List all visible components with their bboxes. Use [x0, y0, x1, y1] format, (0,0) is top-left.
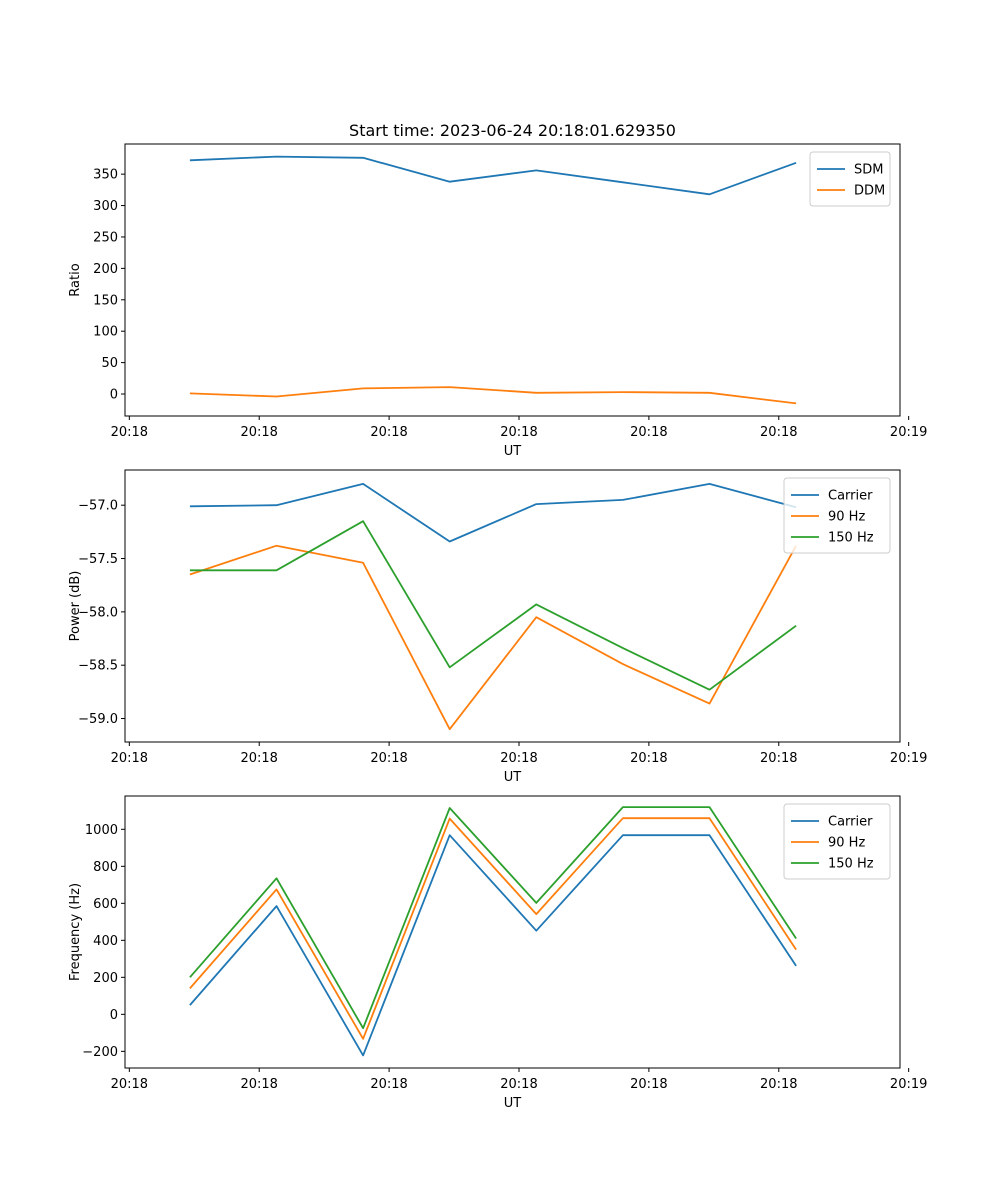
ratio-x-tick-label: 20:18 [370, 425, 407, 440]
power-x-axis-label: UT [504, 770, 522, 785]
ratio-y-tick-label: 150 [93, 293, 118, 308]
frequency-x-tick-label: 20:19 [890, 1077, 927, 1092]
power-x-tick-label: 20:18 [760, 751, 797, 766]
frequency-y-tick-label: 0 [110, 1008, 118, 1023]
ratio-y-tick-label: 100 [93, 325, 118, 340]
ratio-x-tick-label: 20:19 [890, 425, 927, 440]
frequency-axes-frame [124, 795, 901, 1069]
frequency-panel: 20:18 20:18 20:18 20:18 20:18 20:18 20:19 −200 0… [68, 795, 927, 1111]
power-x-tick-label: 20:18 [500, 751, 537, 766]
power-y-tick-label: −58.0 [78, 605, 118, 620]
ratio-x-tick-label: 20:18 [500, 425, 537, 440]
ratio-legend: SDM DDM [809, 151, 891, 207]
power-y-tick-label: −57.0 [78, 499, 118, 514]
power-legend-label-carrier: Carrier [828, 489, 873, 504]
frequency-y-axis-label: Frequency (Hz) [68, 883, 83, 981]
frequency-legend-label-carrier: Carrier [828, 815, 873, 830]
power-legend-box [783, 477, 891, 554]
ratio-x-axis-label: UT [504, 444, 522, 459]
chart-title: Start time: 2023-06-24 20:18:01.629350 [349, 121, 676, 140]
power-legend-label-150-hz: 150 Hz [828, 531, 874, 546]
frequency-legend-label-90-hz: 90 Hz [828, 836, 865, 851]
ratio-x-tick-label: 20:18 [111, 425, 148, 440]
ratio-y-tick-label: 50 [101, 356, 118, 371]
ratio-legend-box [809, 151, 891, 207]
power-y-tick-label: −59.0 [78, 712, 118, 727]
ratio-series-ddm-line [189, 386, 797, 405]
frequency-x-tick-label: 20:18 [630, 1077, 667, 1092]
power-legend: Carrier 90 Hz 150 Hz [783, 477, 891, 554]
power-series-carrier-line [189, 482, 797, 543]
ratio-x-tick-label: 20:18 [760, 425, 797, 440]
frequency-y-tick-label: 400 [93, 934, 118, 949]
power-x-tick-label: 20:18 [630, 751, 667, 766]
power-y-tick-label: −57.5 [78, 552, 118, 567]
power-y-axis-label: Power (dB) [68, 571, 83, 642]
frequency-series-90-hz-line [189, 817, 797, 1040]
ratio-panel: 20:18 20:18 20:18 20:18 20:18 20:18 20:19 0 50 10… [68, 143, 927, 459]
power-x-tick-label: 20:18 [111, 751, 148, 766]
frequency-y-tick-label: 200 [93, 971, 118, 986]
power-series-90-hz-line [189, 544, 797, 731]
power-axes-frame [124, 469, 901, 743]
frequency-y-tick-label: −200 [82, 1045, 118, 1060]
frequency-legend: Carrier 90 Hz 150 Hz [783, 803, 891, 880]
frequency-series-carrier-line [189, 834, 797, 1057]
power-x-tick-label: 20:19 [890, 751, 927, 766]
ratio-legend-label-ddm: DDM [854, 184, 885, 199]
frequency-series-150-hz-line [189, 806, 797, 1030]
power-legend-label-90-hz: 90 Hz [828, 510, 865, 525]
power-x-tick-label: 20:18 [370, 751, 407, 766]
power-y-tick-label: −58.5 [78, 659, 118, 674]
frequency-y-tick-label: 600 [93, 897, 118, 912]
ratio-axes-frame [124, 143, 901, 417]
ratio-y-tick-label: 0 [110, 388, 118, 403]
ratio-y-tick-label: 250 [93, 230, 118, 245]
frequency-x-tick-label: 20:18 [760, 1077, 797, 1092]
frequency-y-tick-label: 800 [93, 860, 118, 875]
frequency-legend-label-150-hz: 150 Hz [828, 857, 874, 872]
power-x-tick-label: 20:18 [240, 751, 277, 766]
ratio-y-tick-label: 300 [93, 199, 118, 214]
frequency-x-tick-label: 20:18 [240, 1077, 277, 1092]
ratio-x-tick-label: 20:18 [240, 425, 277, 440]
ratio-y-tick-label: 200 [93, 262, 118, 277]
frequency-x-axis-label: UT [504, 1096, 522, 1111]
frequency-legend-box [783, 803, 891, 880]
power-panel: 20:18 20:18 20:18 20:18 20:18 20:18 20:19 −59.0… [68, 469, 927, 785]
ratio-y-tick-label: 350 [93, 168, 118, 183]
frequency-x-tick-label: 20:18 [370, 1077, 407, 1092]
ratio-legend-label-sdm: SDM [854, 163, 883, 178]
ratio-series-sdm-line [189, 155, 797, 196]
ratio-y-axis-label: Ratio [68, 263, 83, 296]
ratio-x-tick-label: 20:18 [630, 425, 667, 440]
frequency-x-tick-label: 20:18 [111, 1077, 148, 1092]
frequency-x-tick-label: 20:18 [500, 1077, 537, 1092]
frequency-y-tick-label: 1000 [85, 823, 118, 838]
power-series-150-hz-line [189, 520, 797, 691]
